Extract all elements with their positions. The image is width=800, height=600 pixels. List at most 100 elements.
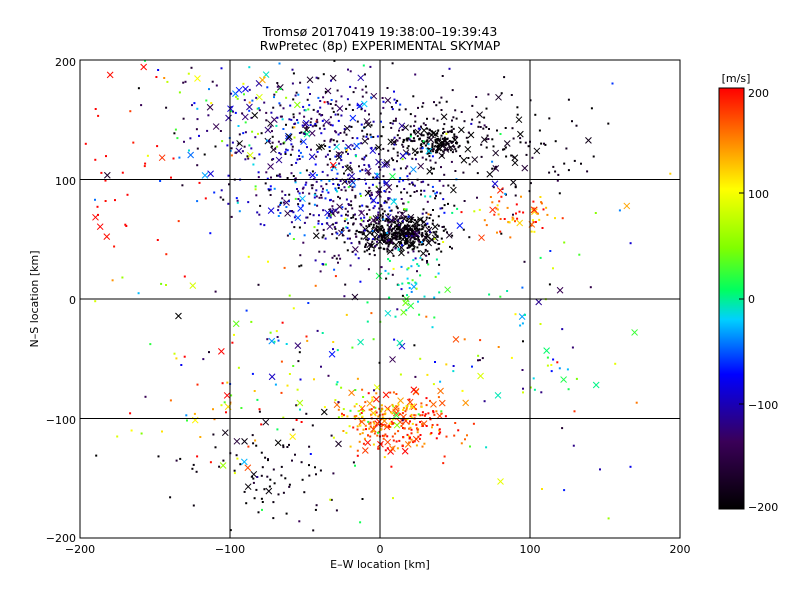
data-point [520, 195, 522, 198]
data-point [428, 253, 430, 256]
data-point [401, 220, 404, 223]
data-point [381, 215, 384, 218]
data-point [418, 313, 421, 316]
data-point [337, 211, 340, 214]
data-point [586, 170, 589, 173]
data-point [343, 131, 346, 134]
x-tick-label: 0 [377, 543, 384, 556]
data-point [363, 164, 366, 166]
data-point [316, 329, 319, 332]
data-point [288, 485, 291, 488]
data-point [365, 91, 368, 94]
data-point [285, 96, 288, 99]
data-point [512, 213, 514, 216]
data-point [352, 461, 355, 464]
data-point-cross [398, 342, 406, 350]
data-point [329, 198, 332, 201]
data-point [298, 149, 300, 152]
data-point [353, 185, 356, 188]
data-point [173, 352, 176, 355]
data-point [397, 247, 400, 250]
data-point [354, 464, 356, 467]
data-point [322, 234, 325, 237]
data-point [406, 219, 408, 222]
data-point [400, 288, 403, 291]
data-point [505, 155, 508, 158]
data-point [279, 88, 282, 90]
data-point [177, 220, 180, 223]
data-point-cross [450, 186, 457, 194]
data-point [434, 139, 437, 141]
data-point [94, 158, 97, 161]
data-point [278, 102, 281, 105]
data-point [263, 224, 266, 227]
data-point [387, 258, 390, 261]
data-point [331, 209, 334, 212]
data-point [342, 408, 345, 411]
data-point [414, 73, 417, 76]
data-point [284, 153, 287, 155]
data-point [335, 509, 338, 512]
data-point [351, 207, 354, 210]
data-point [368, 173, 371, 176]
data-point [291, 459, 293, 462]
data-point [340, 114, 343, 117]
data-point [431, 426, 433, 429]
data-point [384, 190, 387, 193]
data-point [220, 404, 223, 407]
data-point [419, 274, 422, 277]
data-point [532, 221, 535, 224]
data-point [515, 212, 517, 215]
data-point [375, 411, 378, 414]
data-point [420, 402, 423, 405]
data-point [393, 198, 396, 201]
data-point [430, 133, 433, 136]
data-point [261, 501, 264, 503]
data-point [337, 154, 339, 157]
data-point [198, 134, 200, 137]
data-point [485, 146, 488, 149]
data-point [405, 239, 408, 242]
data-point [292, 428, 295, 431]
data-point-cross [225, 114, 232, 122]
data-point [405, 152, 408, 155]
data-point-cross [329, 161, 337, 169]
data-point [349, 184, 352, 187]
data-point [384, 425, 387, 428]
data-point [402, 227, 405, 230]
data-point [299, 254, 302, 257]
data-point-cross [267, 207, 275, 214]
data-point [227, 174, 230, 177]
data-point [386, 250, 389, 253]
data-point [416, 427, 418, 430]
data-point [453, 135, 456, 138]
data-point [196, 147, 199, 150]
data-point [329, 123, 332, 126]
data-point [440, 410, 443, 413]
data-point [377, 191, 380, 193]
data-point [395, 215, 398, 218]
data-point [432, 148, 435, 151]
data-point [364, 246, 367, 248]
data-point [533, 388, 536, 391]
data-point [305, 169, 308, 172]
data-point [345, 149, 348, 151]
data-point-cross [414, 128, 422, 136]
data-point [451, 211, 454, 214]
data-point [257, 176, 260, 179]
data-point [329, 216, 332, 219]
data-point [389, 209, 392, 212]
data-point [354, 389, 357, 391]
data-point [429, 159, 432, 162]
data-point [329, 498, 332, 501]
data-point [335, 131, 338, 134]
data-point [416, 246, 419, 249]
data-point [228, 183, 230, 186]
data-point [534, 221, 537, 223]
data-point [422, 140, 425, 143]
data-point [379, 204, 382, 207]
data-point [290, 143, 293, 146]
data-point [181, 184, 184, 187]
data-point [546, 213, 549, 216]
data-point-cross [361, 447, 369, 454]
